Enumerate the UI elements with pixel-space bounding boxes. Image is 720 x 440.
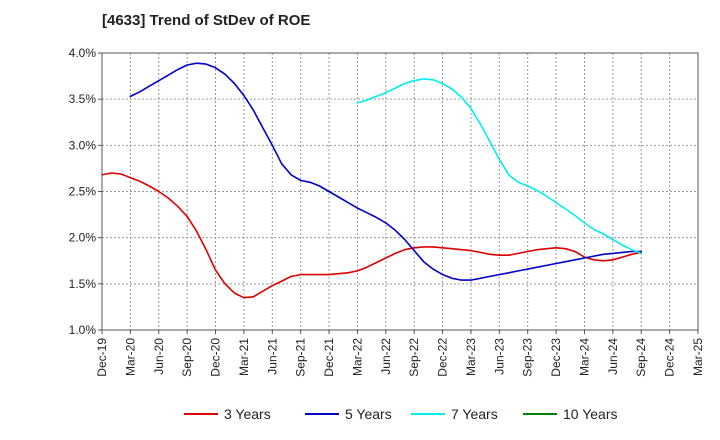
x-tick-label: Sep-20: [180, 338, 194, 377]
y-axis: 1.0% 1.5% 2.0% 2.5% 3.0% 3.5% 4.0%: [69, 46, 102, 337]
x-tick-label: Mar-23: [464, 338, 478, 376]
legend-item: 5 Years: [305, 406, 392, 422]
legend-label: 7 Years: [451, 406, 498, 422]
x-tick-label: Dec-22: [436, 338, 450, 377]
series-line-5-years: [129, 62, 642, 281]
x-tick-label: Dec-20: [209, 338, 223, 377]
y-tick-label: 3.5%: [69, 92, 97, 106]
x-tick-label: Mar-22: [350, 338, 364, 376]
grid-lines: [102, 53, 698, 330]
x-tick-label: Jun-22: [379, 338, 393, 375]
x-tick-label: Mar-21: [237, 338, 251, 376]
legend-label: 5 Years: [345, 406, 392, 422]
x-tick-label: Mar-20: [123, 338, 137, 376]
x-tick-label: Sep-22: [407, 338, 421, 377]
series-lines: [101, 62, 642, 299]
legend-item: 7 Years: [411, 406, 498, 422]
x-tick-label: Dec-23: [549, 338, 563, 377]
x-tick-label: Sep-24: [634, 338, 648, 377]
x-tick-label: Dec-19: [95, 338, 109, 377]
y-tick-label: 3.0%: [69, 138, 97, 152]
x-tick-label: Jun-20: [152, 338, 166, 375]
series-line-7-years: [356, 78, 642, 255]
series-line-3-years: [101, 172, 642, 299]
x-tick-label: Dec-24: [663, 338, 677, 377]
y-tick-label: 1.0%: [69, 323, 97, 337]
legend-item: 10 Years: [523, 406, 618, 422]
y-tick-label: 4.0%: [69, 46, 97, 60]
x-axis: Dec-19 Mar-20 Jun-20 Sep-20 Dec-20 Mar-21 Jun-…: [95, 330, 705, 377]
x-tick-label: Mar-25: [691, 338, 705, 376]
x-tick-label: Jun-23: [492, 338, 506, 375]
y-tick-label: 1.5%: [69, 277, 97, 291]
chart-title: [4633] Trend of StDev of ROE: [102, 12, 311, 29]
legend-item: 3 Years: [184, 406, 271, 422]
legend-label: 10 Years: [563, 406, 618, 422]
x-tick-label: Jun-21: [265, 338, 279, 375]
y-tick-label: 2.5%: [69, 185, 97, 199]
x-tick-label: Sep-21: [294, 338, 308, 377]
x-tick-label: Dec-21: [322, 338, 336, 377]
x-tick-label: Mar-24: [577, 338, 591, 376]
x-tick-label: Sep-23: [521, 338, 535, 377]
legend-label: 3 Years: [224, 406, 271, 422]
x-tick-label: Jun-24: [606, 338, 620, 375]
y-tick-label: 2.0%: [69, 231, 97, 245]
legend: 3 Years 5 Years 7 Years 10 Years: [184, 406, 618, 422]
